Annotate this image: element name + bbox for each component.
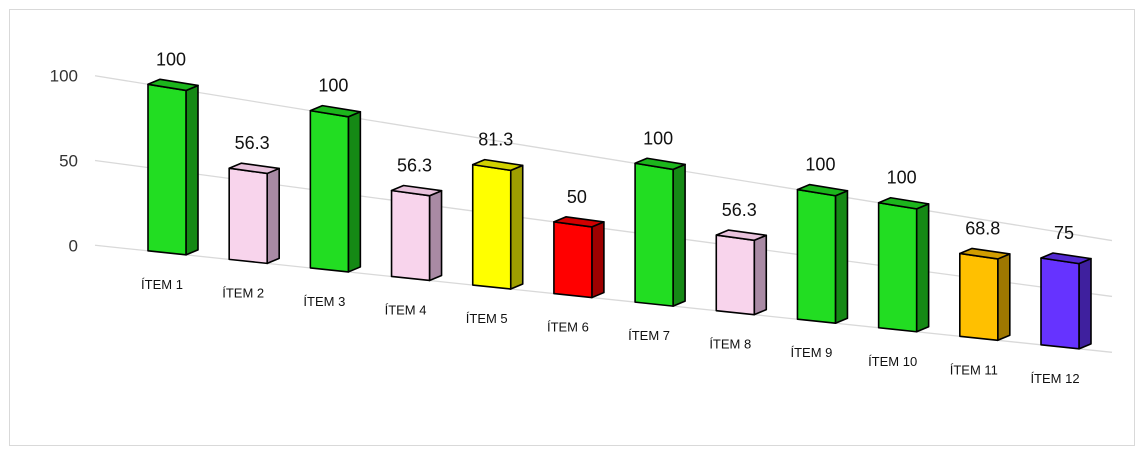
bar-side <box>997 253 1011 342</box>
y-axis-ticks: 0 50 100 <box>50 67 78 256</box>
bar-side <box>591 221 605 299</box>
y-tick-label: 0 <box>69 236 78 255</box>
bar <box>634 157 686 307</box>
bar-top <box>796 183 849 197</box>
category-labels: ÍTEM 1 ÍTEM 2 ÍTEM 3 ÍTEM 4 ÍTEM 5 ÍTEM 6 ÍTEM… <box>141 277 1080 386</box>
bar-top <box>147 78 199 92</box>
bar <box>390 184 443 282</box>
bar-front <box>715 234 756 316</box>
bar-front <box>796 188 837 325</box>
bar <box>877 196 930 333</box>
data-label: 56.3 <box>235 133 270 153</box>
bar-front <box>553 221 593 299</box>
category-label: ÍTEM 5 <box>466 311 508 326</box>
gridline <box>94 75 1113 242</box>
bar-front <box>471 163 512 290</box>
data-label: 100 <box>156 49 186 69</box>
bar-side <box>834 189 849 325</box>
category-label: ÍTEM 12 <box>1030 371 1079 386</box>
bar-top <box>1040 252 1092 265</box>
bar-top <box>634 157 686 171</box>
bar-front <box>877 201 918 333</box>
bar <box>715 229 768 316</box>
bars <box>147 78 1092 350</box>
bar <box>959 247 1011 342</box>
bar-front <box>228 167 268 265</box>
data-label: 75 <box>1054 223 1074 243</box>
bar-top <box>877 196 930 210</box>
bar-top <box>553 216 605 228</box>
bar-side <box>428 189 443 282</box>
data-labels: 100 56.3 100 56.3 81.3 50 100 56.3 100 100 68.8 75 <box>156 49 1074 243</box>
bar-top <box>471 158 524 172</box>
data-label: 50 <box>567 187 587 207</box>
y-tick-label: 100 <box>50 67 78 86</box>
bar <box>471 158 524 290</box>
category-label: ÍTEM 4 <box>385 302 427 317</box>
bar <box>553 216 605 299</box>
category-label: ÍTEM 2 <box>222 285 264 300</box>
bar-side <box>753 234 768 316</box>
data-label: 68.8 <box>965 218 1000 238</box>
category-label: ÍTEM 1 <box>141 277 183 292</box>
bar <box>147 78 199 256</box>
bar-front <box>1040 257 1080 350</box>
bar <box>309 104 362 273</box>
category-label: ÍTEM 10 <box>868 354 917 369</box>
category-label: ÍTEM 3 <box>303 294 345 309</box>
data-label: 100 <box>887 168 917 188</box>
data-label: 56.3 <box>722 200 757 220</box>
category-label: ÍTEM 6 <box>547 320 589 335</box>
bar-top <box>715 229 768 242</box>
category-label: ÍTEM 11 <box>950 362 998 377</box>
category-label: ÍTEM 8 <box>709 337 751 352</box>
bar-top <box>228 162 280 175</box>
bar-side <box>915 203 930 333</box>
category-label: ÍTEM 9 <box>791 345 833 360</box>
bar-side <box>509 164 524 290</box>
bar <box>796 183 849 325</box>
data-label: 81.3 <box>478 130 513 150</box>
data-label: 100 <box>318 76 348 96</box>
bar-front <box>390 189 431 282</box>
bar-top <box>390 184 443 197</box>
bar-side <box>185 84 199 256</box>
bar-side <box>1078 257 1092 350</box>
bar-side <box>266 167 280 265</box>
bar-top <box>959 247 1011 260</box>
data-label: 56.3 <box>397 156 432 176</box>
bar-front <box>634 162 674 307</box>
bar <box>1040 252 1092 350</box>
data-label: 100 <box>643 128 673 148</box>
bar-front <box>147 83 187 256</box>
y-tick-label: 50 <box>59 151 78 170</box>
bar-side <box>347 110 362 273</box>
category-label: ÍTEM 7 <box>628 328 670 343</box>
data-label: 100 <box>805 155 835 175</box>
bar-side <box>672 163 686 307</box>
bar-front <box>959 252 999 342</box>
bar <box>228 162 280 265</box>
bar-top <box>309 104 362 118</box>
bar-front <box>309 109 350 273</box>
